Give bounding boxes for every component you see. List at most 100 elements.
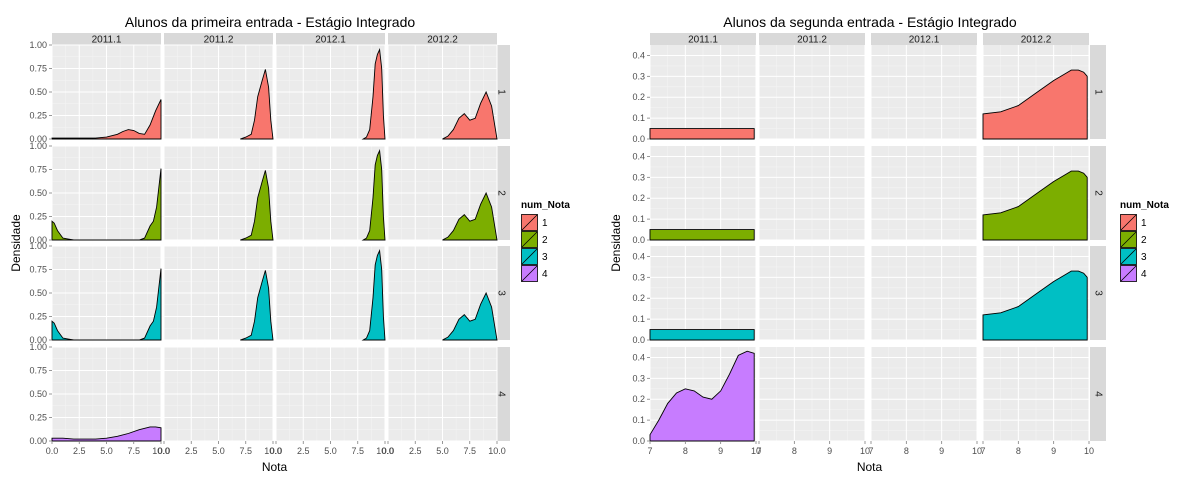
x-tick-label: 5.0 (212, 446, 225, 456)
y-tick-label: 0.50 (29, 288, 47, 298)
y-tick-label: 0.1 (632, 113, 645, 123)
density-area-2 (361, 149, 386, 241)
legend-swatch-slash (1120, 265, 1137, 282)
facet-panel (275, 346, 386, 442)
x-tick-label: 8 (792, 446, 797, 456)
y-tick-label: 0.1 (632, 415, 645, 425)
y-tick-label: 0.50 (29, 188, 47, 198)
x-tick-label: 2.5 (185, 446, 198, 456)
x-tick-label: 10 (751, 446, 761, 456)
row-strip-label: 1 (495, 89, 506, 95)
x-tick-label: 10.0 (264, 446, 282, 456)
facet-panel (51, 145, 162, 241)
column-strip (388, 33, 497, 45)
y-tick-label: 0.75 (29, 265, 47, 275)
x-tick-label: 7 (868, 446, 873, 456)
density-area-3 (649, 329, 755, 341)
density-area-1 (240, 69, 274, 140)
density-area-2 (442, 191, 498, 241)
y-tick-label: 0.1 (632, 314, 645, 324)
facet-panel (758, 347, 866, 442)
y-tick-label: 0.4 (632, 352, 645, 362)
x-tick-label: 5.0 (436, 446, 449, 456)
column-strip (759, 33, 865, 45)
x-tick-label: 7 (756, 446, 761, 456)
facet-panel (275, 44, 386, 140)
row-strip-label: 2 (495, 190, 506, 196)
density-area-3 (982, 270, 1088, 341)
column-strip-label: 2012.2 (1021, 35, 1052, 46)
density-area-3 (51, 268, 162, 341)
legend-label: 4 (542, 269, 548, 280)
legend-swatch-slash (1120, 231, 1137, 248)
facet-panel (982, 146, 1090, 241)
x-tick-label: 10 (1084, 446, 1094, 456)
facet-panel (163, 44, 274, 140)
facet-chart-2: Alunos da segunda entrada - Estágio Inte… (609, 14, 1169, 474)
x-axis-label: Nota (262, 460, 288, 474)
column-strip (164, 33, 273, 45)
y-tick-label: 0.00 (29, 335, 47, 345)
y-tick-label: 1.00 (29, 141, 47, 151)
density-area-2 (649, 229, 755, 241)
y-tick-label: 0.4 (632, 251, 645, 261)
chart-title: Alunos da segunda entrada - Estágio Inte… (723, 14, 1017, 30)
x-tick-label: 0.0 (158, 446, 171, 456)
column-strip (871, 33, 977, 45)
facet-panel (758, 45, 866, 140)
y-tick-label: 0.2 (632, 193, 645, 203)
x-tick-label: 7.5 (463, 446, 476, 456)
x-tick-label: 8 (1016, 446, 1021, 456)
column-strip-label: 2012.1 (909, 35, 940, 46)
facet-panel (163, 346, 274, 442)
y-tick-label: 0.1 (632, 214, 645, 224)
legend-label: 3 (542, 252, 548, 263)
legend-label: 3 (1141, 252, 1147, 263)
facet-panel (387, 44, 498, 140)
legend: num_Nota 1 2 3 4 (521, 200, 570, 282)
y-tick-label: 0.0 (632, 335, 645, 345)
x-tick-label: 10.0 (376, 446, 394, 456)
facet-panel (387, 145, 498, 241)
density-area-2 (51, 168, 162, 241)
facet-panel (387, 346, 498, 442)
facet-panel (51, 44, 162, 140)
y-tick-label: 0.25 (29, 212, 47, 222)
facet-panel (982, 45, 1090, 140)
y-tick-label: 0.25 (29, 111, 47, 121)
y-tick-label: 1.00 (29, 241, 47, 251)
column-strip-label: 2012.1 (315, 35, 346, 46)
facet-panel (870, 146, 978, 241)
x-tick-label: 0.0 (382, 446, 395, 456)
density-area-2 (240, 170, 274, 241)
density-area-4 (51, 426, 162, 442)
row-strip (1090, 146, 1106, 240)
density-area-3 (240, 270, 274, 341)
row-strip-label: 4 (495, 391, 506, 397)
legend-swatch-slash (1120, 248, 1137, 265)
y-tick-label: 0.0 (632, 235, 645, 245)
x-tick-label: 10 (972, 446, 982, 456)
density-area-2 (982, 170, 1088, 241)
y-tick-label: 0.25 (29, 413, 47, 423)
row-strip-label: 2 (1092, 190, 1103, 196)
density-area-1 (51, 99, 162, 140)
density-area-1 (649, 128, 755, 140)
x-tick-label: 7 (980, 446, 985, 456)
x-tick-label: 2.5 (73, 446, 86, 456)
column-strip-label: 2011.1 (92, 35, 122, 46)
legend-label: 1 (1141, 218, 1147, 229)
y-tick-label: 0.75 (29, 165, 47, 175)
y-tick-label: 0.2 (632, 394, 645, 404)
column-strip (52, 33, 161, 45)
y-tick-label: 0.50 (29, 389, 47, 399)
legend-label: 4 (1141, 269, 1147, 280)
facet-panel (387, 245, 498, 341)
facet-panel (758, 146, 866, 241)
facet-panel (275, 145, 386, 241)
y-tick-label: 1.00 (29, 342, 47, 352)
y-tick-label: 0.00 (29, 134, 47, 144)
row-strip-label: 1 (1092, 89, 1103, 95)
legend-swatch-slash (521, 214, 538, 231)
